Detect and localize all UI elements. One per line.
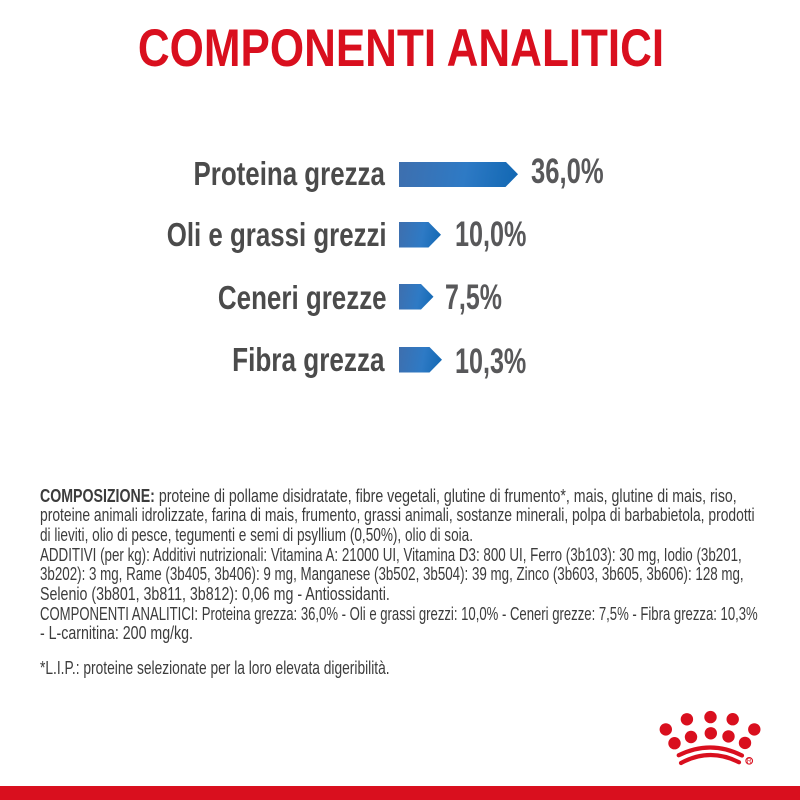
svg-text:R: R — [747, 758, 752, 765]
